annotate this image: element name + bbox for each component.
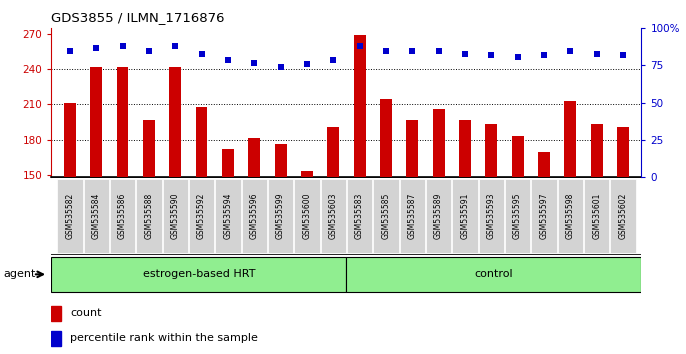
- Point: [381, 48, 392, 53]
- Point: [169, 43, 180, 49]
- FancyBboxPatch shape: [505, 178, 530, 253]
- Text: GSM535600: GSM535600: [303, 193, 311, 239]
- FancyBboxPatch shape: [215, 178, 241, 253]
- Bar: [222, 149, 234, 350]
- Bar: [591, 124, 602, 350]
- Point: [196, 51, 207, 56]
- Point: [143, 48, 154, 53]
- Point: [617, 52, 628, 58]
- Point: [249, 60, 260, 65]
- Point: [407, 48, 418, 53]
- Text: agent: agent: [3, 269, 36, 279]
- Text: GSM535588: GSM535588: [144, 193, 154, 239]
- Point: [64, 48, 75, 53]
- Point: [117, 43, 128, 49]
- Bar: [117, 67, 128, 350]
- FancyBboxPatch shape: [426, 178, 451, 253]
- Bar: [380, 98, 392, 350]
- Point: [222, 57, 233, 62]
- Text: GSM535586: GSM535586: [118, 193, 127, 239]
- FancyBboxPatch shape: [294, 178, 320, 253]
- Bar: [346, 257, 641, 292]
- Bar: [538, 153, 550, 350]
- Text: GSM535595: GSM535595: [513, 193, 522, 239]
- Text: GSM535603: GSM535603: [329, 193, 338, 239]
- FancyBboxPatch shape: [110, 178, 135, 253]
- Bar: [565, 101, 576, 350]
- Text: GSM535598: GSM535598: [566, 193, 575, 239]
- FancyBboxPatch shape: [611, 178, 636, 253]
- Text: GSM535587: GSM535587: [407, 193, 417, 239]
- Point: [565, 48, 576, 53]
- Bar: [51, 331, 60, 346]
- FancyBboxPatch shape: [84, 178, 109, 253]
- Text: GSM535583: GSM535583: [355, 193, 364, 239]
- Point: [328, 57, 339, 62]
- Text: GSM535599: GSM535599: [276, 193, 285, 239]
- Text: GSM535584: GSM535584: [92, 193, 101, 239]
- FancyBboxPatch shape: [479, 178, 504, 253]
- Point: [354, 43, 365, 49]
- FancyBboxPatch shape: [373, 178, 399, 253]
- Bar: [51, 306, 60, 321]
- Text: control: control: [475, 269, 513, 279]
- Point: [301, 61, 312, 67]
- Point: [275, 64, 286, 70]
- Bar: [301, 171, 313, 350]
- Text: GSM535597: GSM535597: [539, 193, 549, 239]
- FancyBboxPatch shape: [57, 178, 82, 253]
- FancyBboxPatch shape: [163, 178, 188, 253]
- Point: [433, 48, 444, 53]
- Text: GSM535589: GSM535589: [434, 193, 443, 239]
- FancyBboxPatch shape: [452, 178, 477, 253]
- Point: [539, 52, 549, 58]
- Text: GSM535585: GSM535585: [381, 193, 390, 239]
- Bar: [617, 127, 629, 350]
- Point: [460, 51, 471, 56]
- Point: [512, 54, 523, 59]
- FancyBboxPatch shape: [532, 178, 556, 253]
- Bar: [91, 67, 102, 350]
- Text: GSM535593: GSM535593: [487, 193, 496, 239]
- Text: GSM535601: GSM535601: [592, 193, 601, 239]
- FancyBboxPatch shape: [558, 178, 583, 253]
- Text: percentile rank within the sample: percentile rank within the sample: [70, 333, 258, 343]
- Bar: [354, 35, 366, 350]
- FancyBboxPatch shape: [584, 178, 609, 253]
- FancyBboxPatch shape: [268, 178, 293, 253]
- Bar: [143, 120, 155, 350]
- Bar: [433, 109, 445, 350]
- Text: GSM535594: GSM535594: [224, 193, 233, 239]
- Text: GSM535591: GSM535591: [460, 193, 469, 239]
- Bar: [486, 124, 497, 350]
- FancyBboxPatch shape: [320, 178, 346, 253]
- FancyBboxPatch shape: [189, 178, 214, 253]
- Bar: [406, 120, 418, 350]
- FancyBboxPatch shape: [241, 178, 267, 253]
- Bar: [169, 67, 181, 350]
- Bar: [459, 120, 471, 350]
- Bar: [274, 144, 287, 350]
- Text: GSM535592: GSM535592: [197, 193, 206, 239]
- Text: estrogen-based HRT: estrogen-based HRT: [143, 269, 255, 279]
- Bar: [248, 138, 260, 350]
- Bar: [512, 136, 523, 350]
- FancyBboxPatch shape: [400, 178, 425, 253]
- Bar: [64, 103, 76, 350]
- Text: GSM535590: GSM535590: [171, 193, 180, 239]
- Text: GSM535602: GSM535602: [619, 193, 628, 239]
- Text: count: count: [70, 308, 102, 318]
- Text: GSM535596: GSM535596: [250, 193, 259, 239]
- Text: GDS3855 / ILMN_1716876: GDS3855 / ILMN_1716876: [51, 11, 225, 24]
- Point: [91, 45, 102, 51]
- FancyBboxPatch shape: [347, 178, 372, 253]
- Point: [591, 51, 602, 56]
- Bar: [51, 257, 346, 292]
- FancyBboxPatch shape: [137, 178, 161, 253]
- Bar: [196, 107, 207, 350]
- Bar: [327, 127, 339, 350]
- Point: [486, 52, 497, 58]
- Text: GSM535582: GSM535582: [65, 193, 74, 239]
